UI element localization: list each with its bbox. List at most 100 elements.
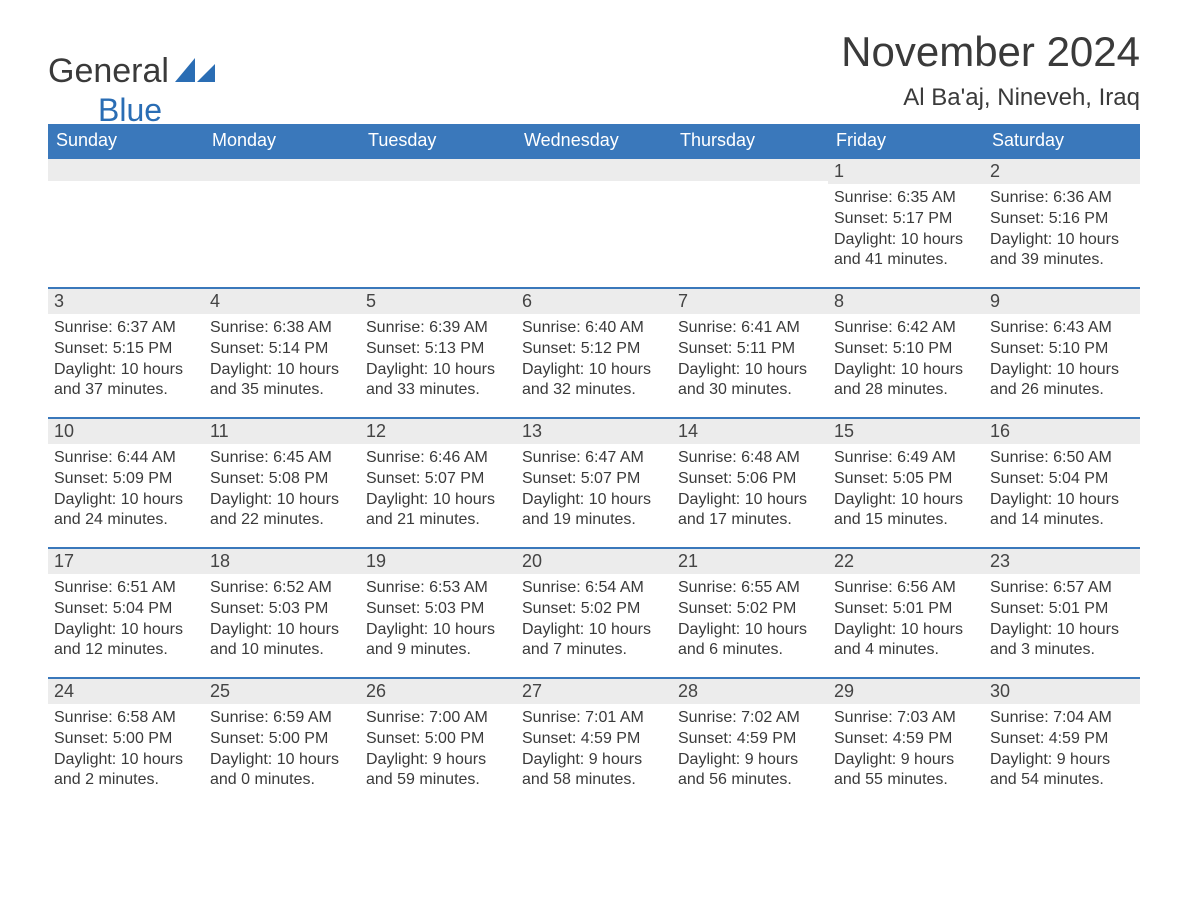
daylight-text: Daylight: 10 hours and 24 minutes. (54, 490, 198, 532)
day-body: Sunrise: 6:40 AMSunset: 5:12 PMDaylight:… (516, 314, 672, 407)
day-body: Sunrise: 6:39 AMSunset: 5:13 PMDaylight:… (360, 314, 516, 407)
day-number: 11 (204, 419, 360, 444)
sunset-text: Sunset: 5:08 PM (210, 469, 354, 490)
day-number: 29 (828, 679, 984, 704)
day-number (48, 159, 204, 181)
daylight-text: Daylight: 10 hours and 9 minutes. (366, 620, 510, 662)
day-cell: 28Sunrise: 7:02 AMSunset: 4:59 PMDayligh… (672, 679, 828, 807)
daylight-text: Daylight: 10 hours and 4 minutes. (834, 620, 978, 662)
day-cell (204, 159, 360, 287)
day-body: Sunrise: 7:04 AMSunset: 4:59 PMDaylight:… (984, 704, 1140, 797)
day-number: 20 (516, 549, 672, 574)
day-number (672, 159, 828, 181)
day-cell: 10Sunrise: 6:44 AMSunset: 5:09 PMDayligh… (48, 419, 204, 547)
day-number (204, 159, 360, 181)
daylight-text: Daylight: 10 hours and 15 minutes. (834, 490, 978, 532)
day-body: Sunrise: 6:37 AMSunset: 5:15 PMDaylight:… (48, 314, 204, 407)
daylight-text: Daylight: 9 hours and 58 minutes. (522, 750, 666, 792)
daylight-text: Daylight: 10 hours and 28 minutes. (834, 360, 978, 402)
daylight-text: Daylight: 10 hours and 32 minutes. (522, 360, 666, 402)
week-row: 10Sunrise: 6:44 AMSunset: 5:09 PMDayligh… (48, 417, 1140, 547)
sunrise-text: Sunrise: 6:47 AM (522, 448, 666, 469)
sunset-text: Sunset: 4:59 PM (678, 729, 822, 750)
day-number: 4 (204, 289, 360, 314)
sunset-text: Sunset: 5:00 PM (54, 729, 198, 750)
day-body: Sunrise: 6:55 AMSunset: 5:02 PMDaylight:… (672, 574, 828, 667)
daylight-text: Daylight: 10 hours and 21 minutes. (366, 490, 510, 532)
day-cell: 5Sunrise: 6:39 AMSunset: 5:13 PMDaylight… (360, 289, 516, 417)
day-cell: 3Sunrise: 6:37 AMSunset: 5:15 PMDaylight… (48, 289, 204, 417)
day-cell: 12Sunrise: 6:46 AMSunset: 5:07 PMDayligh… (360, 419, 516, 547)
day-body: Sunrise: 7:02 AMSunset: 4:59 PMDaylight:… (672, 704, 828, 797)
sunrise-text: Sunrise: 6:44 AM (54, 448, 198, 469)
week-row: 3Sunrise: 6:37 AMSunset: 5:15 PMDaylight… (48, 287, 1140, 417)
day-number: 16 (984, 419, 1140, 444)
daylight-text: Daylight: 10 hours and 0 minutes. (210, 750, 354, 792)
logo-sail-icon (175, 58, 215, 82)
day-number: 19 (360, 549, 516, 574)
sunrise-text: Sunrise: 6:51 AM (54, 578, 198, 599)
daylight-text: Daylight: 10 hours and 37 minutes. (54, 360, 198, 402)
daylight-text: Daylight: 10 hours and 19 minutes. (522, 490, 666, 532)
day-cell: 18Sunrise: 6:52 AMSunset: 5:03 PMDayligh… (204, 549, 360, 677)
day-cell: 25Sunrise: 6:59 AMSunset: 5:00 PMDayligh… (204, 679, 360, 807)
sunrise-text: Sunrise: 6:48 AM (678, 448, 822, 469)
day-body: Sunrise: 6:41 AMSunset: 5:11 PMDaylight:… (672, 314, 828, 407)
sunrise-text: Sunrise: 6:55 AM (678, 578, 822, 599)
daylight-text: Daylight: 10 hours and 30 minutes. (678, 360, 822, 402)
daylight-text: Daylight: 9 hours and 54 minutes. (990, 750, 1134, 792)
daylight-text: Daylight: 10 hours and 7 minutes. (522, 620, 666, 662)
title-block: November 2024 Al Ba'aj, Nineveh, Iraq (841, 28, 1140, 112)
day-number (516, 159, 672, 181)
day-body: Sunrise: 6:53 AMSunset: 5:03 PMDaylight:… (360, 574, 516, 667)
sunset-text: Sunset: 5:10 PM (834, 339, 978, 360)
sunrise-text: Sunrise: 6:36 AM (990, 188, 1134, 209)
day-body: Sunrise: 7:00 AMSunset: 5:00 PMDaylight:… (360, 704, 516, 797)
sunrise-text: Sunrise: 6:53 AM (366, 578, 510, 599)
day-cell: 7Sunrise: 6:41 AMSunset: 5:11 PMDaylight… (672, 289, 828, 417)
sunset-text: Sunset: 5:00 PM (366, 729, 510, 750)
daylight-text: Daylight: 10 hours and 26 minutes. (990, 360, 1134, 402)
day-body: Sunrise: 6:49 AMSunset: 5:05 PMDaylight:… (828, 444, 984, 537)
daylight-text: Daylight: 10 hours and 3 minutes. (990, 620, 1134, 662)
day-body: Sunrise: 6:56 AMSunset: 5:01 PMDaylight:… (828, 574, 984, 667)
day-cell: 26Sunrise: 7:00 AMSunset: 5:00 PMDayligh… (360, 679, 516, 807)
day-number: 17 (48, 549, 204, 574)
sunset-text: Sunset: 5:07 PM (522, 469, 666, 490)
logo-text-blue: Blue (98, 92, 162, 129)
sunrise-text: Sunrise: 6:35 AM (834, 188, 978, 209)
day-body: Sunrise: 6:54 AMSunset: 5:02 PMDaylight:… (516, 574, 672, 667)
day-number: 14 (672, 419, 828, 444)
sunset-text: Sunset: 4:59 PM (990, 729, 1134, 750)
sunrise-text: Sunrise: 6:54 AM (522, 578, 666, 599)
calendar: SundayMondayTuesdayWednesdayThursdayFrid… (48, 124, 1140, 807)
location: Al Ba'aj, Nineveh, Iraq (841, 84, 1140, 112)
sunset-text: Sunset: 4:59 PM (834, 729, 978, 750)
day-body: Sunrise: 6:51 AMSunset: 5:04 PMDaylight:… (48, 574, 204, 667)
day-cell: 17Sunrise: 6:51 AMSunset: 5:04 PMDayligh… (48, 549, 204, 677)
day-cell: 8Sunrise: 6:42 AMSunset: 5:10 PMDaylight… (828, 289, 984, 417)
day-cell: 4Sunrise: 6:38 AMSunset: 5:14 PMDaylight… (204, 289, 360, 417)
daylight-text: Daylight: 10 hours and 2 minutes. (54, 750, 198, 792)
sunset-text: Sunset: 5:12 PM (522, 339, 666, 360)
daylight-text: Daylight: 10 hours and 14 minutes. (990, 490, 1134, 532)
day-number: 10 (48, 419, 204, 444)
day-cell: 2Sunrise: 6:36 AMSunset: 5:16 PMDaylight… (984, 159, 1140, 287)
sunset-text: Sunset: 4:59 PM (522, 729, 666, 750)
sunset-text: Sunset: 5:03 PM (366, 599, 510, 620)
day-cell: 29Sunrise: 7:03 AMSunset: 4:59 PMDayligh… (828, 679, 984, 807)
day-body: Sunrise: 6:47 AMSunset: 5:07 PMDaylight:… (516, 444, 672, 537)
day-header: Thursday (672, 124, 828, 157)
sunset-text: Sunset: 5:17 PM (834, 209, 978, 230)
sunrise-text: Sunrise: 6:57 AM (990, 578, 1134, 599)
day-cell: 11Sunrise: 6:45 AMSunset: 5:08 PMDayligh… (204, 419, 360, 547)
day-cell (516, 159, 672, 287)
sunrise-text: Sunrise: 6:58 AM (54, 708, 198, 729)
sunset-text: Sunset: 5:01 PM (990, 599, 1134, 620)
header: General Blue November 2024 Al Ba'aj, Nin… (48, 28, 1140, 112)
week-row: 17Sunrise: 6:51 AMSunset: 5:04 PMDayligh… (48, 547, 1140, 677)
daylight-text: Daylight: 10 hours and 6 minutes. (678, 620, 822, 662)
day-body: Sunrise: 7:01 AMSunset: 4:59 PMDaylight:… (516, 704, 672, 797)
day-cell: 19Sunrise: 6:53 AMSunset: 5:03 PMDayligh… (360, 549, 516, 677)
day-number: 27 (516, 679, 672, 704)
